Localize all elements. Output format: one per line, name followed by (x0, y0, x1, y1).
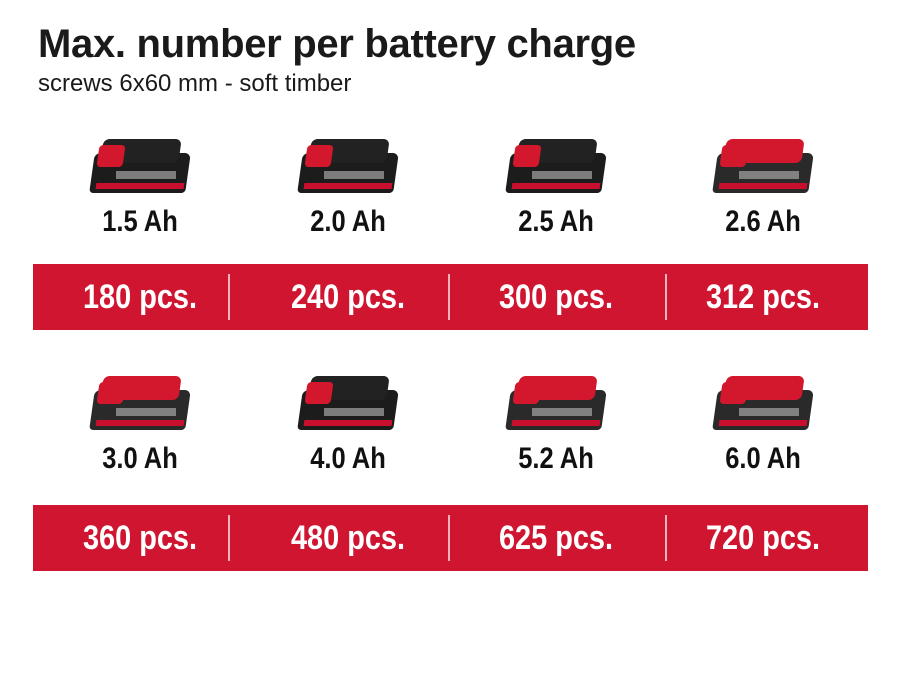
divider (228, 515, 230, 561)
divider (665, 274, 667, 320)
divider (448, 274, 450, 320)
battery-pack-icon (296, 135, 400, 197)
screw-count: 480 pcs. (290, 519, 406, 557)
screw-count: 300 pcs. (498, 278, 614, 316)
screw-count: 625 pcs. (498, 519, 614, 557)
battery-pack-icon (711, 135, 815, 197)
battery-item: 1.5 Ah (36, 135, 244, 239)
page-title: Max. number per battery charge (38, 22, 636, 66)
battery-capacity: 1.5 Ah (102, 205, 178, 238)
battery-pack-icon (88, 135, 192, 197)
battery-capacity: 4.0 Ah (310, 442, 386, 475)
count-bar: 180 pcs. 240 pcs. 300 pcs. 312 pcs. (33, 264, 868, 330)
battery-capacity: 3.0 Ah (102, 442, 178, 475)
screw-count: 360 pcs. (82, 519, 198, 557)
battery-capacity: 2.5 Ah (518, 205, 594, 238)
screw-count: 720 pcs. (705, 519, 821, 557)
battery-capacity: 2.0 Ah (310, 205, 386, 238)
battery-pack-icon (504, 135, 608, 197)
page-subtitle: screws 6x60 mm - soft timber (38, 70, 352, 97)
battery-item: 2.6 Ah (659, 135, 867, 239)
battery-item: 2.5 Ah (452, 135, 660, 239)
battery-pack-icon (711, 372, 815, 434)
screw-count: 312 pcs. (705, 278, 821, 316)
battery-capacity: 2.6 Ah (725, 205, 801, 238)
battery-capacity: 5.2 Ah (518, 442, 594, 475)
count-bar: 360 pcs. 480 pcs. 625 pcs. 720 pcs. (33, 505, 868, 571)
screw-count: 180 pcs. (82, 278, 198, 316)
battery-capacity: 6.0 Ah (725, 442, 801, 475)
divider (228, 274, 230, 320)
divider (665, 515, 667, 561)
battery-item: 5.2 Ah (452, 372, 660, 476)
battery-pack-icon (88, 372, 192, 434)
screw-count: 240 pcs. (290, 278, 406, 316)
battery-pack-icon (504, 372, 608, 434)
battery-item: 4.0 Ah (244, 372, 452, 476)
battery-item: 2.0 Ah (244, 135, 452, 239)
battery-item: 3.0 Ah (36, 372, 244, 476)
battery-item: 6.0 Ah (659, 372, 867, 476)
divider (448, 515, 450, 561)
battery-pack-icon (296, 372, 400, 434)
